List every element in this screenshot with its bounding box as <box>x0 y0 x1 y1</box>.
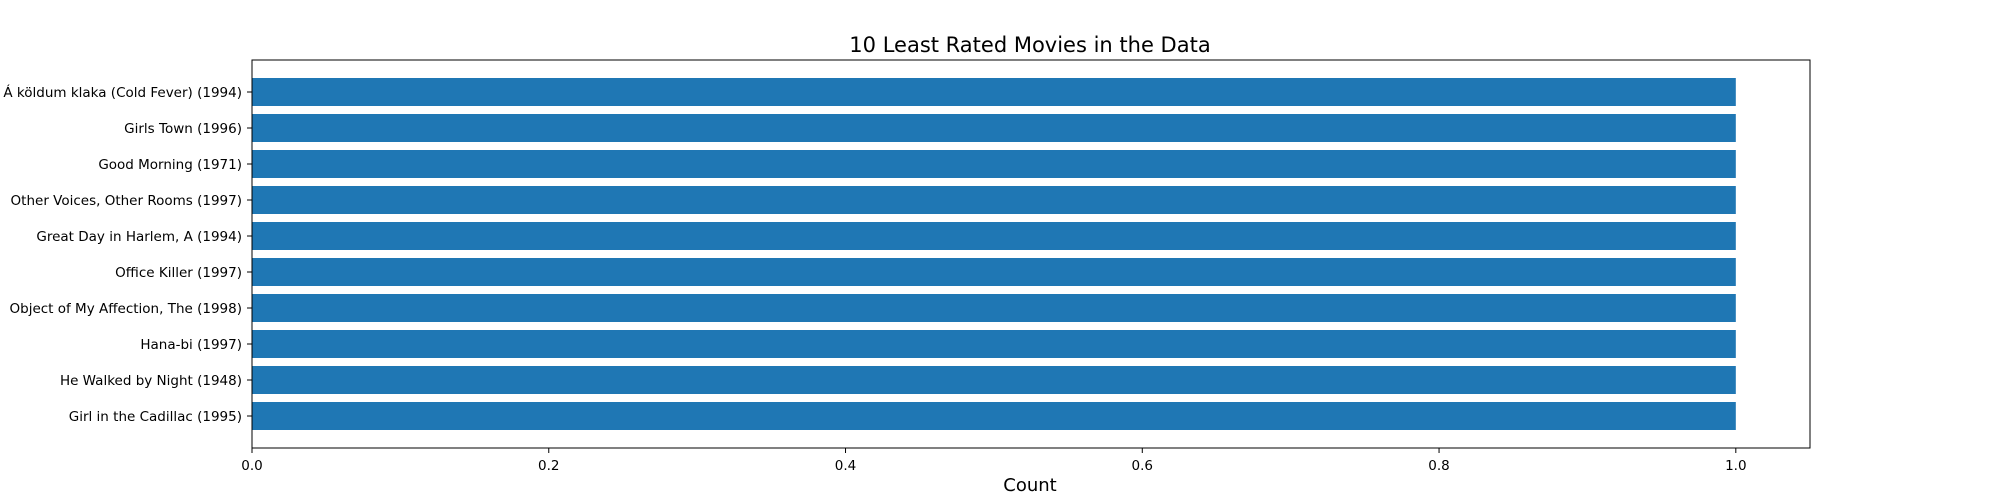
x-ticks: 0.0 0.2 0.4 0.6 0.8 1.0 <box>241 448 1747 474</box>
bars-group <box>252 78 1736 430</box>
y-tick-label: He Walked by Night (1948) <box>60 373 242 389</box>
y-tick-label: Other Voices, Other Rooms (1997) <box>11 193 242 209</box>
bar <box>252 114 1736 142</box>
x-tick-label: 0.8 <box>1428 458 1449 474</box>
bar <box>252 330 1736 358</box>
y-tick-label: Á köldum klaka (Cold Fever) (1994) <box>3 84 242 101</box>
y-tick-label: Office Killer (1997) <box>115 265 242 281</box>
bar <box>252 222 1736 250</box>
chart-title: 10 Least Rated Movies in the Data <box>849 33 1210 57</box>
x-tick-label: 0.6 <box>1132 458 1153 474</box>
bar <box>252 402 1736 430</box>
x-tick-label: 0.4 <box>835 458 856 474</box>
bar <box>252 78 1736 106</box>
bar <box>252 258 1736 286</box>
bar <box>252 150 1736 178</box>
bar <box>252 186 1736 214</box>
y-tick-label: Great Day in Harlem, A (1994) <box>36 229 242 245</box>
y-tick-label: Girl in the Cadillac (1995) <box>69 409 242 425</box>
x-tick-label: 0.2 <box>538 458 559 474</box>
y-tick-label: Good Morning (1971) <box>98 157 242 173</box>
x-axis-label: Count <box>1003 475 1056 496</box>
x-tick-label: 0.0 <box>241 458 262 474</box>
bar <box>252 366 1736 394</box>
bar <box>252 294 1736 322</box>
y-tick-label: Girls Town (1996) <box>124 121 242 137</box>
x-tick-label: 1.0 <box>1725 458 1746 474</box>
plot-frame <box>251 59 1811 449</box>
y-tick-label: Hana-bi (1997) <box>140 337 242 353</box>
y-tick-label: Object of My Affection, The (1998) <box>10 301 243 317</box>
y-tick-labels: Á köldum klaka (Cold Fever) (1994) Girls … <box>3 84 252 425</box>
